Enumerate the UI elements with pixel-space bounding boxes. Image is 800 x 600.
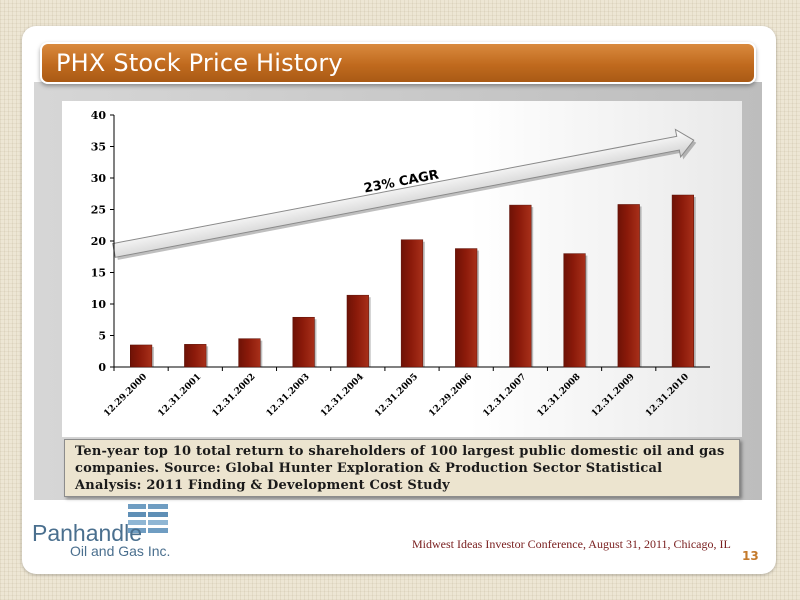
bar [400,239,424,368]
bar [184,344,207,368]
footer-text: Midwest Ideas Investor Conference, Augus… [412,537,731,551]
bar [238,338,261,368]
y-tick-label: 30 [91,172,107,185]
logo-name: Panhandle [32,520,142,546]
y-tick-label: 20 [91,235,107,248]
caption-text: Ten-year top 10 total return to sharehol… [75,444,725,493]
x-tick-label: 12.31.2009 [590,372,637,419]
bar [346,294,369,368]
logo-subtitle: Oil and Gas Inc. [70,543,171,559]
bar [130,344,153,368]
cagr-arrow-shape [112,128,695,258]
x-tick-label: 12.31.2004 [319,372,366,419]
y-tick-label: 25 [91,204,106,217]
x-tick-label: 12.29.2006 [427,372,474,419]
x-tick-label: 12.29.2000 [102,372,149,419]
chart-panel: 23% CAGR 0 5 10 15 20 25 30 35 40 12.29.2000 12.31… [62,101,742,437]
y-tick-label: 0 [98,361,106,374]
bar [671,194,694,368]
y-tick-label: 40 [91,109,107,122]
bar [563,253,586,368]
y-tick-label: 5 [98,330,106,343]
x-tick-label: 12.31.2010 [644,372,691,419]
x-tick-label: 12.31.2002 [211,372,258,419]
logo-mark-icon [128,502,168,544]
bar [292,316,315,368]
page-number: 13 [742,549,759,563]
slide-title: PHX Stock Price History [56,49,343,77]
bar [455,248,478,368]
y-tick-label: 10 [91,298,107,311]
caption-box: Ten-year top 10 total return to sharehol… [64,439,740,497]
y-tick-label: 35 [91,141,106,154]
bar [617,204,640,368]
company-logo: Panhandle Oil and Gas Inc. [32,502,172,566]
bar [509,204,532,368]
x-tick-label: 12.31.2003 [265,372,312,419]
x-tick-label: 12.31.2001 [156,372,203,419]
y-tick-label: 15 [91,267,106,280]
title-bar: PHX Stock Price History [40,42,756,84]
x-tick-label: 12.31.2005 [373,372,420,419]
x-tick-label: 12.31.2007 [482,372,529,419]
x-tick-label: 12.31.2008 [536,372,583,419]
